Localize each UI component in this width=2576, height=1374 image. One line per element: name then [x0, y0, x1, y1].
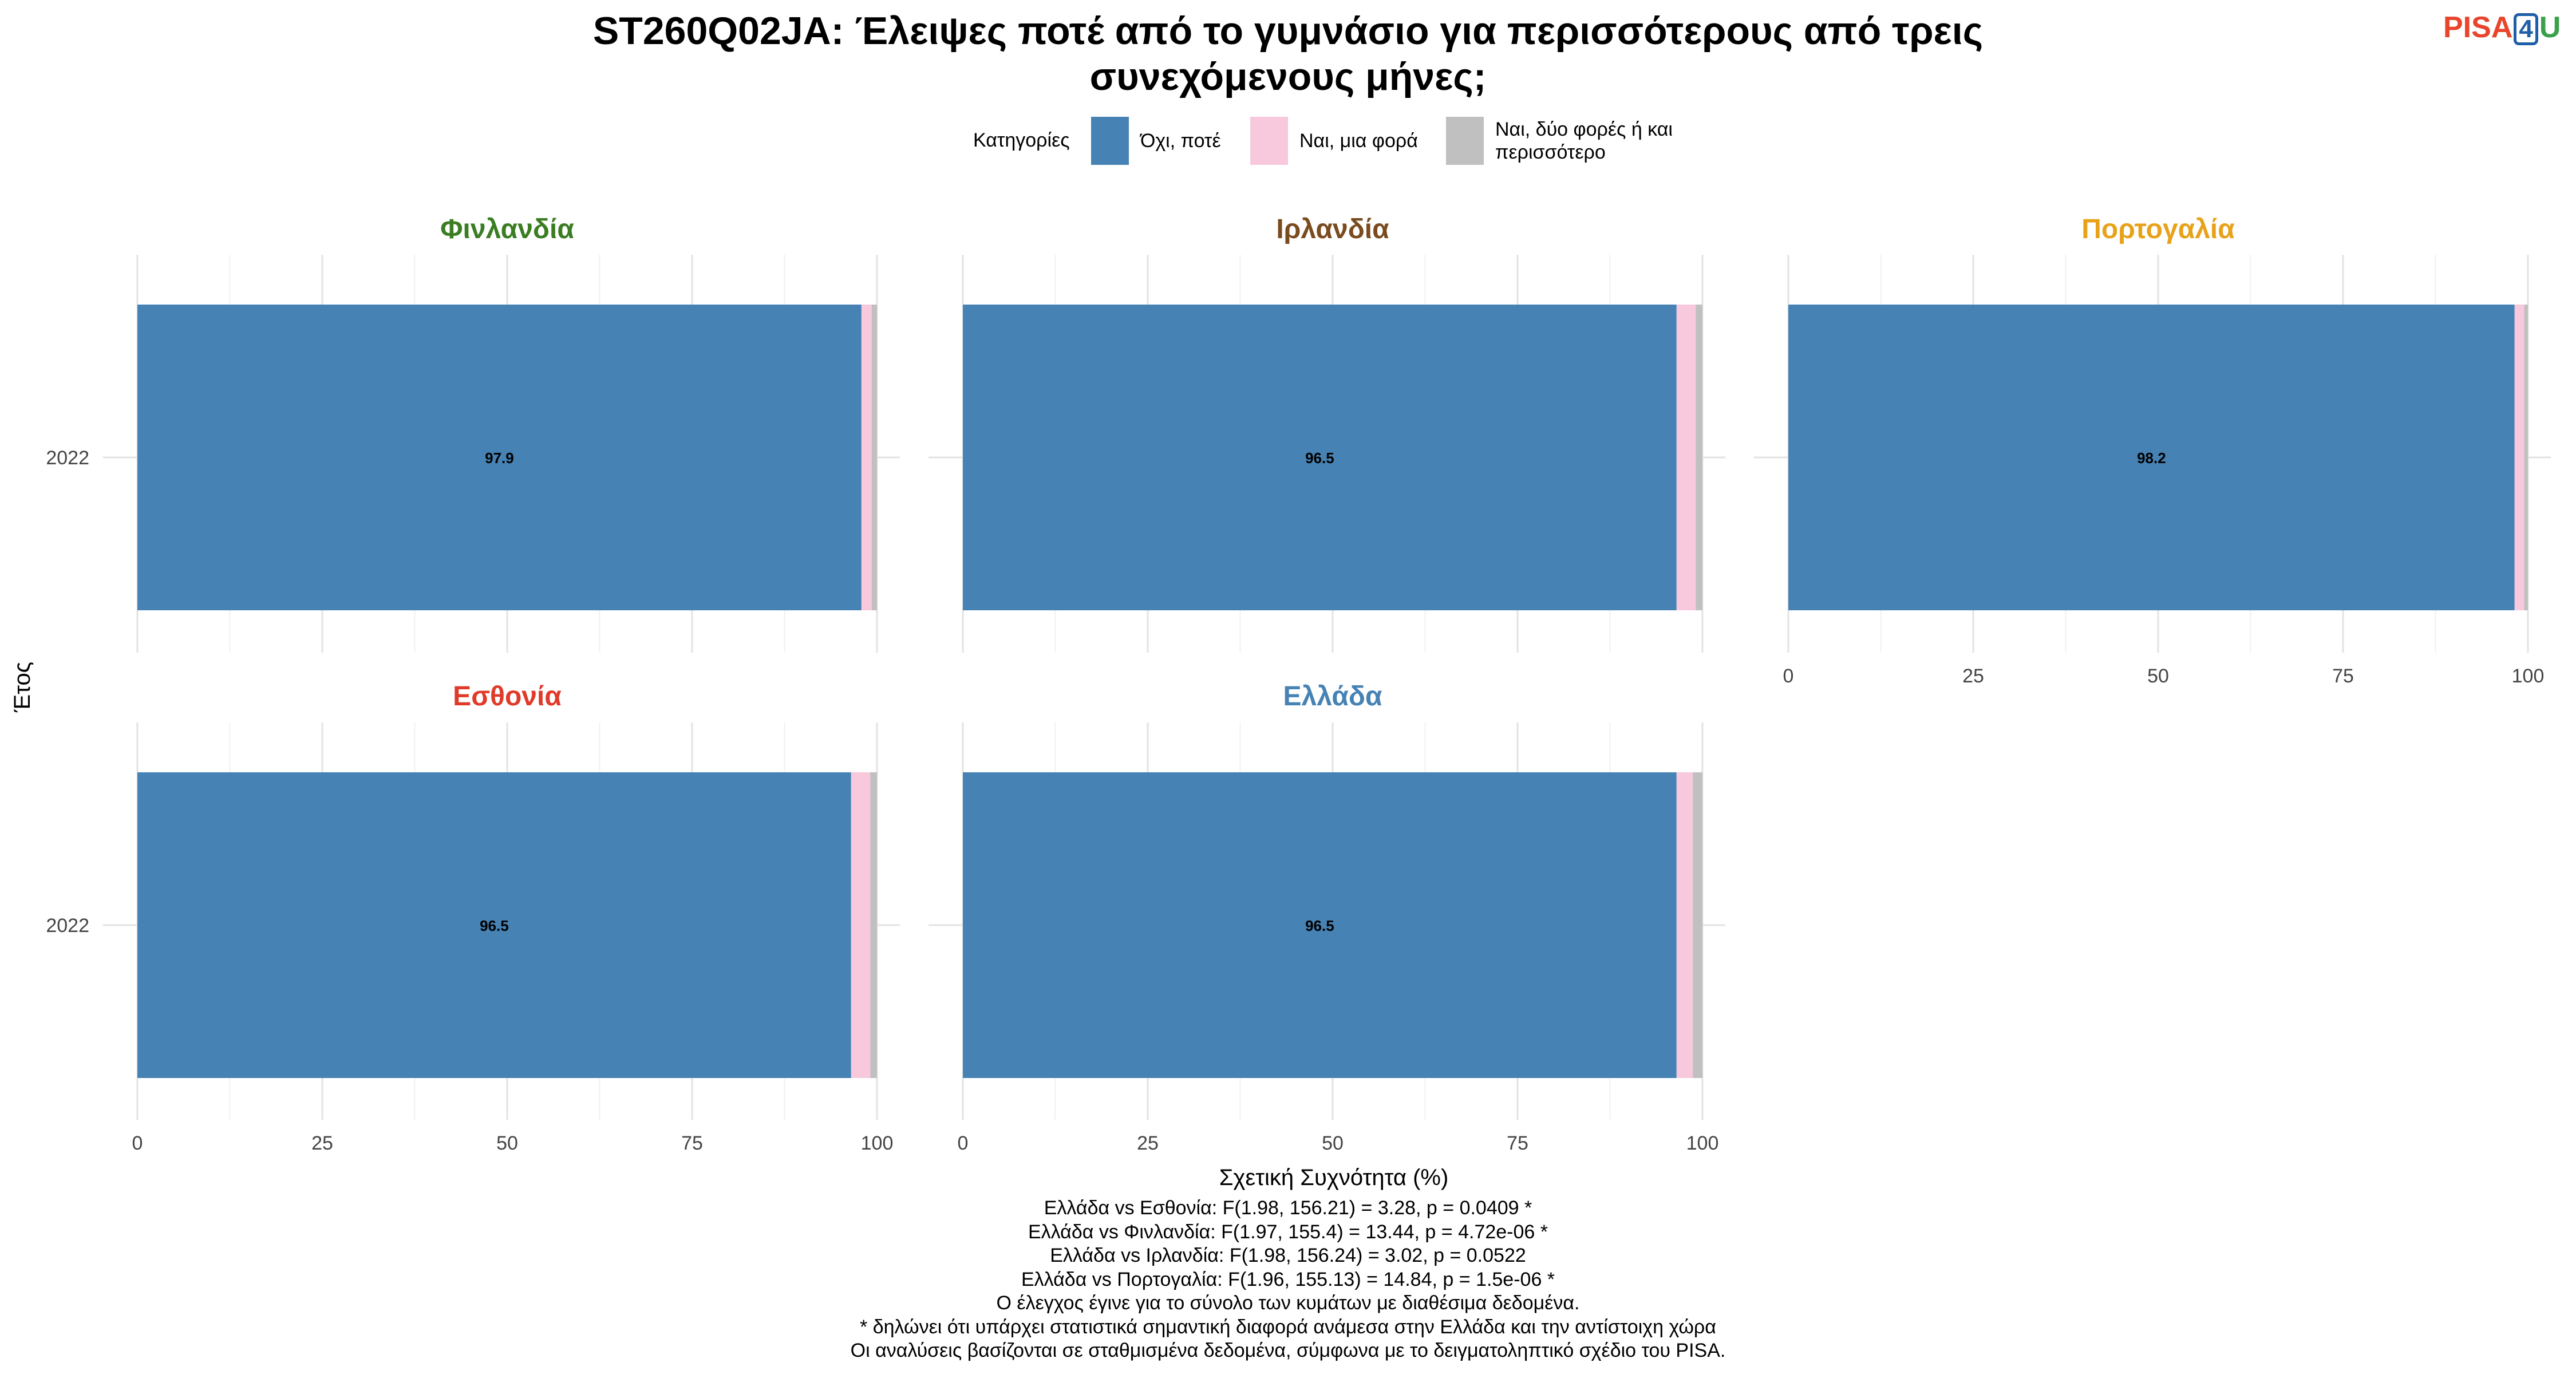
facet-2-bar-segment-2 [1676, 305, 1696, 610]
legend-key-never [1091, 117, 1129, 165]
facet-4-bar-segment-1 [137, 772, 851, 1078]
facet-3-x-tick-label: 100 [2512, 665, 2545, 687]
facet-1-bar-segment-2 [861, 305, 872, 610]
facet-3-x-tick-label: 25 [1962, 665, 1984, 687]
logo-text-four: 4 [2514, 13, 2538, 45]
facet-4-bar-segment-3 [870, 772, 877, 1078]
facet-5-bar-segment-3 [1693, 772, 1702, 1078]
logo-text-u: U [2539, 11, 2561, 44]
facet-1-bar-segment-3 [871, 305, 877, 610]
legend-label-twice-or-more: Ναι, δύο φορές ή και περισσότερο [1495, 118, 1673, 164]
facet-4-x-tick-label: 75 [681, 1132, 703, 1154]
facet-4-facet-title: Εσθονία [453, 681, 562, 712]
facet-3-x-tick-label: 75 [2332, 665, 2354, 687]
caption-line: Οι αναλύσεις βασίζονται σε σταθμισμένα δ… [850, 1340, 1726, 1361]
facet-5-x-tick-label: 0 [958, 1132, 969, 1154]
legend-key-twice-or-more [1446, 117, 1484, 165]
caption-line: Ελλάδα vs Φινλανδία: F(1.97, 155.4) = 13… [1028, 1221, 1548, 1243]
facet-1-bar-value-label: 97.9 [485, 449, 514, 467]
facet-3-facet-title: Πορτογαλία [2081, 214, 2235, 244]
x-axis-title: Σχετική Συχνότητα (%) [1219, 1165, 1449, 1190]
facet-5-bar-segment-1 [963, 772, 1677, 1078]
facet-4-x-tick-label: 25 [311, 1132, 333, 1154]
facet-3-bar-segment-2 [2514, 305, 2524, 610]
legend-label-never: Όχι, ποτέ [1140, 130, 1221, 152]
legend-key-once [1250, 117, 1288, 165]
facet-5-x-tick-label: 100 [1686, 1132, 1719, 1154]
logo-text-pisa: PISA [2443, 11, 2513, 44]
caption-line: Ελλάδα vs Ιρλανδία: F(1.98, 156.24) = 3.… [1050, 1245, 1526, 1266]
chart-title-line-1: ST260Q02JA: Έλειψες ποτέ από το γυμνάσιο… [592, 9, 1984, 53]
legend-label-once: Ναι, μια φορά [1299, 130, 1418, 152]
facet-5-x-tick-label: 25 [1137, 1132, 1159, 1154]
facet-2-facet-title: Ιρλανδία [1276, 214, 1389, 244]
facet-4-y-tick-label: 2022 [46, 915, 89, 937]
y-axis-title: Έτος [10, 662, 35, 713]
facet-1-y-tick-label: 2022 [46, 447, 89, 469]
facet-3-bar-value-label: 98.2 [2137, 449, 2166, 467]
facet-4-bar-value-label: 96.5 [480, 917, 509, 934]
facet-2-bar-segment-3 [1696, 305, 1702, 610]
facet-4-x-tick-label: 50 [496, 1132, 518, 1154]
facet-4-bar-segment-2 [851, 772, 871, 1078]
facet-5-facet-title: Ελλάδα [1283, 681, 1382, 712]
facet-3-bar-segment-3 [2524, 305, 2528, 610]
facet-4-x-tick-label: 100 [861, 1132, 894, 1154]
facet-2-bar-value-label: 96.5 [1305, 449, 1334, 467]
facet-1-facet-title: Φινλανδία [440, 214, 574, 244]
facet-2-bar-segment-1 [963, 305, 1677, 610]
chart-title-line-2: συνεχόμενους μήνες; [1089, 55, 1487, 98]
caption-line: Ο έλεγχος έγινε για το σύνολο των κυμάτω… [996, 1292, 1580, 1314]
legend-label-twice-line-2: περισσότερο [1495, 141, 1606, 163]
caption-line: Ελλάδα vs Πορτογαλία: F(1.96, 155.13) = … [1021, 1268, 1555, 1290]
statistical-tests-caption: Ελλάδα vs Εσθονία: F(1.98, 156.21) = 3.2… [0, 1197, 2576, 1363]
facet-5-bar-segment-2 [1676, 772, 1693, 1078]
facet-5-x-tick-label: 50 [1322, 1132, 1344, 1154]
chart-title: ST260Q02JA: Έλειψες ποτέ από το γυμνάσιο… [0, 8, 2576, 100]
facet-3-x-tick-label: 0 [1783, 665, 1794, 687]
facet-1-bar-segment-1 [137, 305, 862, 610]
facet-3-bar-segment-1 [1788, 305, 2515, 610]
legend-title: Κατηγορίες [973, 129, 1070, 151]
facet-5-x-tick-label: 75 [1507, 1132, 1528, 1154]
caption-line: Ελλάδα vs Εσθονία: F(1.98, 156.21) = 3.2… [1044, 1197, 1532, 1219]
caption-line: * δηλώνει ότι υπάρχει στατιστικά σημαντι… [860, 1316, 1716, 1338]
facet-4-x-tick-label: 0 [132, 1132, 143, 1154]
facet-3-x-tick-label: 50 [2147, 665, 2169, 687]
legend-label-twice-line-1: Ναι, δύο φορές ή και [1495, 119, 1673, 140]
pisa4u-logo: PISA 4 U [2443, 9, 2561, 46]
facet-5-bar-value-label: 96.5 [1305, 917, 1334, 934]
